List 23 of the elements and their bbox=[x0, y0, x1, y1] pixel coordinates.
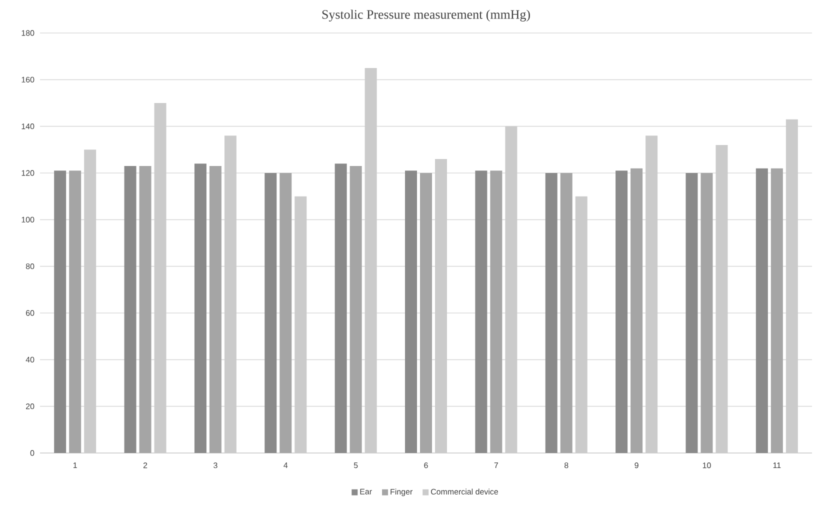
bar bbox=[475, 170, 488, 453]
bar bbox=[69, 170, 82, 453]
bar bbox=[124, 166, 136, 453]
bar bbox=[770, 168, 783, 453]
bar bbox=[545, 172, 558, 453]
bar bbox=[334, 164, 347, 453]
bar bbox=[630, 168, 643, 453]
bar bbox=[756, 168, 768, 453]
bar bbox=[616, 170, 628, 453]
bar bbox=[420, 172, 432, 453]
bar bbox=[560, 172, 572, 453]
bar bbox=[209, 166, 222, 453]
bar bbox=[700, 172, 713, 453]
bar bbox=[264, 172, 277, 453]
bar bbox=[194, 164, 206, 453]
bar bbox=[350, 166, 362, 453]
bar bbox=[405, 170, 418, 453]
bar bbox=[280, 172, 292, 453]
bar bbox=[686, 172, 698, 453]
bar bbox=[54, 170, 66, 453]
bar bbox=[490, 170, 502, 453]
bar bbox=[139, 166, 152, 453]
chart-title: Systolic Pressure measurement (mmHg) bbox=[322, 10, 530, 22]
